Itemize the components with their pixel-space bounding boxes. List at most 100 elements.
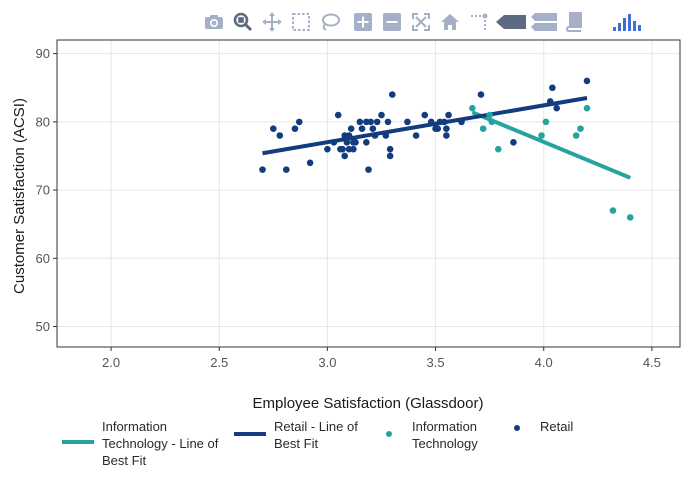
x-tick-label: 2.0 — [102, 355, 120, 370]
retail-point[interactable] — [378, 111, 385, 119]
legend: Information Technology - Line of Best Fi… — [60, 418, 680, 478]
grid — [57, 40, 680, 347]
retail-point[interactable] — [330, 139, 338, 146]
retail-point[interactable] — [443, 132, 450, 139]
legend-label: Technology — [412, 436, 478, 451]
zoom-out-icon[interactable] — [380, 11, 404, 33]
retail-line-of-best-fit-line[interactable] — [262, 96, 588, 156]
retail-point[interactable] — [510, 139, 517, 146]
hover-closest-icon[interactable] — [496, 11, 526, 33]
retail-point[interactable] — [339, 145, 346, 153]
retail-point[interactable] — [295, 118, 303, 126]
retail-point[interactable] — [412, 132, 420, 139]
legend-item-retail[interactable]: Retail — [498, 418, 573, 436]
autoscale-icon[interactable] — [409, 11, 433, 33]
legend-item-retail-fit[interactable]: Retail - Line of Best Fit — [232, 418, 358, 452]
retail-point[interactable] — [434, 125, 442, 132]
legend-label: Best Fit — [274, 436, 319, 451]
retail-point[interactable] — [386, 145, 394, 153]
retail-point[interactable] — [306, 159, 314, 167]
retail-point[interactable] — [382, 132, 390, 139]
retail-point[interactable] — [427, 118, 435, 126]
information-technology-point[interactable] — [486, 111, 493, 119]
retail-point[interactable] — [356, 118, 364, 126]
retail-point[interactable] — [367, 118, 374, 126]
x-tick-label: 4.0 — [535, 355, 553, 370]
x-axis-title: Employee Satisfaction (Glassdoor) — [253, 395, 484, 412]
spike-lines-icon[interactable] — [467, 11, 491, 33]
information-technology-point[interactable] — [494, 145, 502, 153]
retail-point[interactable] — [388, 91, 396, 98]
information-technology-point[interactable] — [583, 104, 591, 112]
information-technology-line-of-best-fit-line[interactable] — [471, 110, 632, 180]
retail-point[interactable] — [347, 125, 355, 132]
y-tick-label: 70 — [36, 183, 50, 198]
retail-point[interactable] — [282, 166, 290, 173]
retail-point[interactable] — [345, 132, 353, 139]
legend-item-it[interactable]: Information Technology — [370, 418, 478, 452]
retail-point[interactable] — [358, 125, 366, 132]
retail-point[interactable] — [371, 132, 379, 139]
retail-point[interactable] — [352, 139, 359, 146]
retail-point[interactable] — [369, 125, 377, 132]
y-tick-label: 90 — [36, 46, 50, 61]
legend-label: Retail — [540, 419, 574, 434]
legend-line-it-fit — [60, 418, 96, 444]
plotly-logo-icon[interactable] — [611, 11, 645, 33]
retail-point[interactable] — [343, 139, 351, 146]
camera-icon[interactable] — [202, 11, 226, 33]
retail-point[interactable] — [384, 118, 392, 126]
retail-point[interactable] — [334, 111, 342, 119]
x-tick-label: 3.0 — [318, 355, 336, 370]
x-tick-label: 4.5 — [643, 355, 661, 370]
retail-point[interactable] — [583, 77, 591, 85]
legend-item-it-fit[interactable]: Information Technology - Line of Best Fi… — [60, 418, 218, 469]
y-tick-label: 50 — [36, 319, 50, 334]
retail-point[interactable] — [341, 152, 349, 160]
retail-point[interactable] — [404, 118, 411, 126]
retail-point[interactable] — [445, 111, 452, 119]
lasso-select-icon[interactable] — [318, 11, 342, 33]
information-technology-point[interactable] — [572, 132, 580, 139]
legend-marker-retail — [498, 418, 534, 436]
information-technology-point[interactable] — [626, 214, 634, 221]
information-technology-point[interactable] — [538, 132, 545, 139]
retail-point[interactable] — [440, 118, 448, 126]
information-technology-point[interactable] — [609, 207, 617, 214]
retail-point[interactable] — [546, 98, 554, 105]
retail-point[interactable] — [549, 84, 556, 92]
box-select-icon[interactable] — [289, 11, 313, 33]
hover-compare-icon[interactable] — [531, 11, 557, 33]
information-technology-point[interactable] — [488, 118, 496, 126]
retail-point[interactable] — [259, 166, 266, 173]
retail-point[interactable] — [365, 166, 372, 173]
information-technology-point[interactable] — [577, 125, 584, 132]
legend-label: Information — [102, 419, 168, 434]
retail-point[interactable] — [324, 145, 331, 153]
retail-point[interactable] — [477, 91, 485, 98]
pan-icon[interactable] — [260, 11, 284, 33]
book-icon[interactable] — [562, 11, 586, 33]
retail-point[interactable] — [458, 118, 465, 126]
retail-point[interactable] — [270, 125, 277, 132]
legend-label: Information — [412, 419, 478, 434]
retail-point[interactable] — [421, 111, 429, 119]
information-technology-point[interactable] — [542, 118, 550, 126]
y-axis-title: Customer Satisfaction (ACSI) — [11, 98, 28, 294]
retail-point[interactable] — [443, 125, 450, 132]
retail-point[interactable] — [363, 139, 370, 146]
zoom-in-icon[interactable] — [351, 11, 375, 33]
legend-label: Technology - Line of — [102, 436, 219, 451]
retail-point[interactable] — [350, 145, 357, 153]
retail-point[interactable] — [276, 132, 284, 139]
modebar — [202, 10, 650, 34]
retail-point[interactable] — [553, 104, 560, 112]
retail-point[interactable] — [291, 125, 299, 132]
information-technology-point[interactable] — [469, 104, 476, 112]
zoom-icon[interactable] — [231, 11, 255, 33]
retail-point[interactable] — [386, 152, 394, 160]
retail-point[interactable] — [373, 118, 381, 126]
home-icon[interactable] — [438, 11, 462, 33]
information-technology-point[interactable] — [479, 125, 487, 132]
